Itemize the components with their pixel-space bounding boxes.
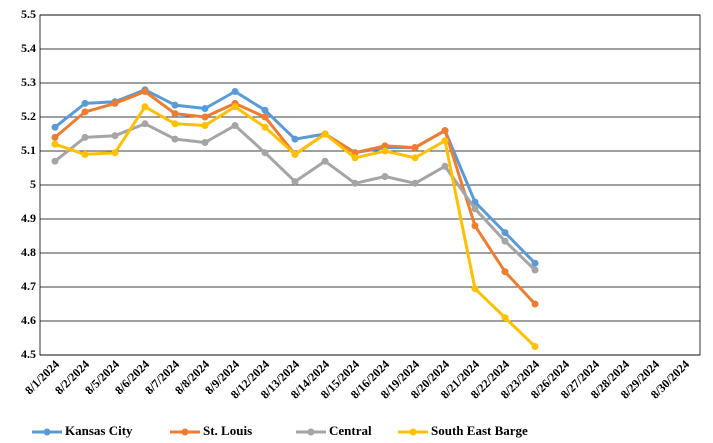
data-point (201, 105, 209, 112)
data-point (81, 150, 89, 158)
data-point (351, 149, 359, 157)
y-tick-label: 5.5 (21, 7, 36, 21)
y-tick-label: 4.7 (21, 279, 36, 293)
data-point (81, 99, 89, 107)
data-point (201, 113, 209, 121)
data-point (501, 237, 509, 245)
data-point (51, 157, 59, 165)
legend-marker (307, 428, 315, 436)
data-point (171, 101, 179, 109)
data-point (411, 144, 419, 152)
y-tick-label: 4.8 (21, 245, 36, 259)
legend-label: St. Louis (203, 423, 252, 438)
data-point (141, 120, 149, 128)
data-point (531, 266, 539, 274)
series-line (54, 122, 537, 272)
data-point (321, 130, 329, 138)
plot-border (39, 14, 701, 356)
data-point (321, 157, 329, 165)
data-point (381, 142, 389, 150)
y-tick-label: 5.2 (21, 109, 36, 123)
data-point (201, 139, 209, 146)
legend-label: Kansas City (65, 423, 133, 438)
data-point (81, 108, 89, 116)
data-point (471, 205, 479, 213)
data-point (411, 179, 419, 187)
data-point (261, 123, 269, 131)
data-point (471, 222, 479, 230)
data-point (501, 268, 509, 276)
data-point (231, 122, 239, 129)
y-tick-label: 4.6 (21, 313, 36, 327)
data-point (261, 149, 269, 157)
data-point (111, 132, 119, 140)
data-point (51, 140, 59, 148)
data-point (111, 99, 119, 107)
y-tick-label: 4.5 (21, 347, 36, 361)
data-point (291, 135, 299, 143)
data-point (411, 154, 419, 162)
data-point (171, 110, 179, 118)
legend-label: Central (329, 423, 372, 438)
legend-marker (409, 428, 417, 436)
data-point (381, 147, 389, 155)
data-point (231, 88, 239, 95)
data-point (201, 122, 209, 129)
data-point (171, 120, 179, 128)
legend-marker (181, 428, 189, 436)
data-point (351, 154, 359, 162)
data-point (501, 229, 509, 237)
data-point (531, 259, 539, 267)
data-point (501, 314, 509, 322)
data-point (471, 285, 479, 293)
data-point (351, 179, 359, 187)
series-line (54, 105, 537, 348)
data-point (531, 300, 539, 308)
y-tick-label: 5 (30, 177, 36, 191)
data-point (261, 113, 269, 121)
data-point (141, 103, 149, 111)
y-tick-label: 5.4 (21, 41, 36, 55)
data-point (381, 173, 389, 180)
data-point (441, 162, 449, 170)
legend-label: South East Barge (431, 423, 528, 438)
data-point (51, 133, 59, 141)
data-point (51, 123, 59, 131)
data-point (441, 137, 449, 145)
data-point (231, 103, 239, 111)
data-point (531, 343, 539, 350)
data-point (291, 150, 299, 158)
data-point (111, 149, 119, 157)
y-tick-label: 5.3 (21, 75, 36, 89)
data-point (261, 106, 269, 114)
data-point (441, 127, 449, 135)
y-tick-label: 4.9 (21, 211, 36, 225)
series-line (54, 88, 537, 265)
y-tick-label: 5.1 (21, 143, 36, 157)
data-point (141, 88, 149, 95)
data-point (291, 178, 299, 186)
data-point (171, 135, 179, 143)
data-point (81, 133, 89, 141)
legend-marker (43, 428, 51, 436)
series-line (54, 90, 537, 306)
